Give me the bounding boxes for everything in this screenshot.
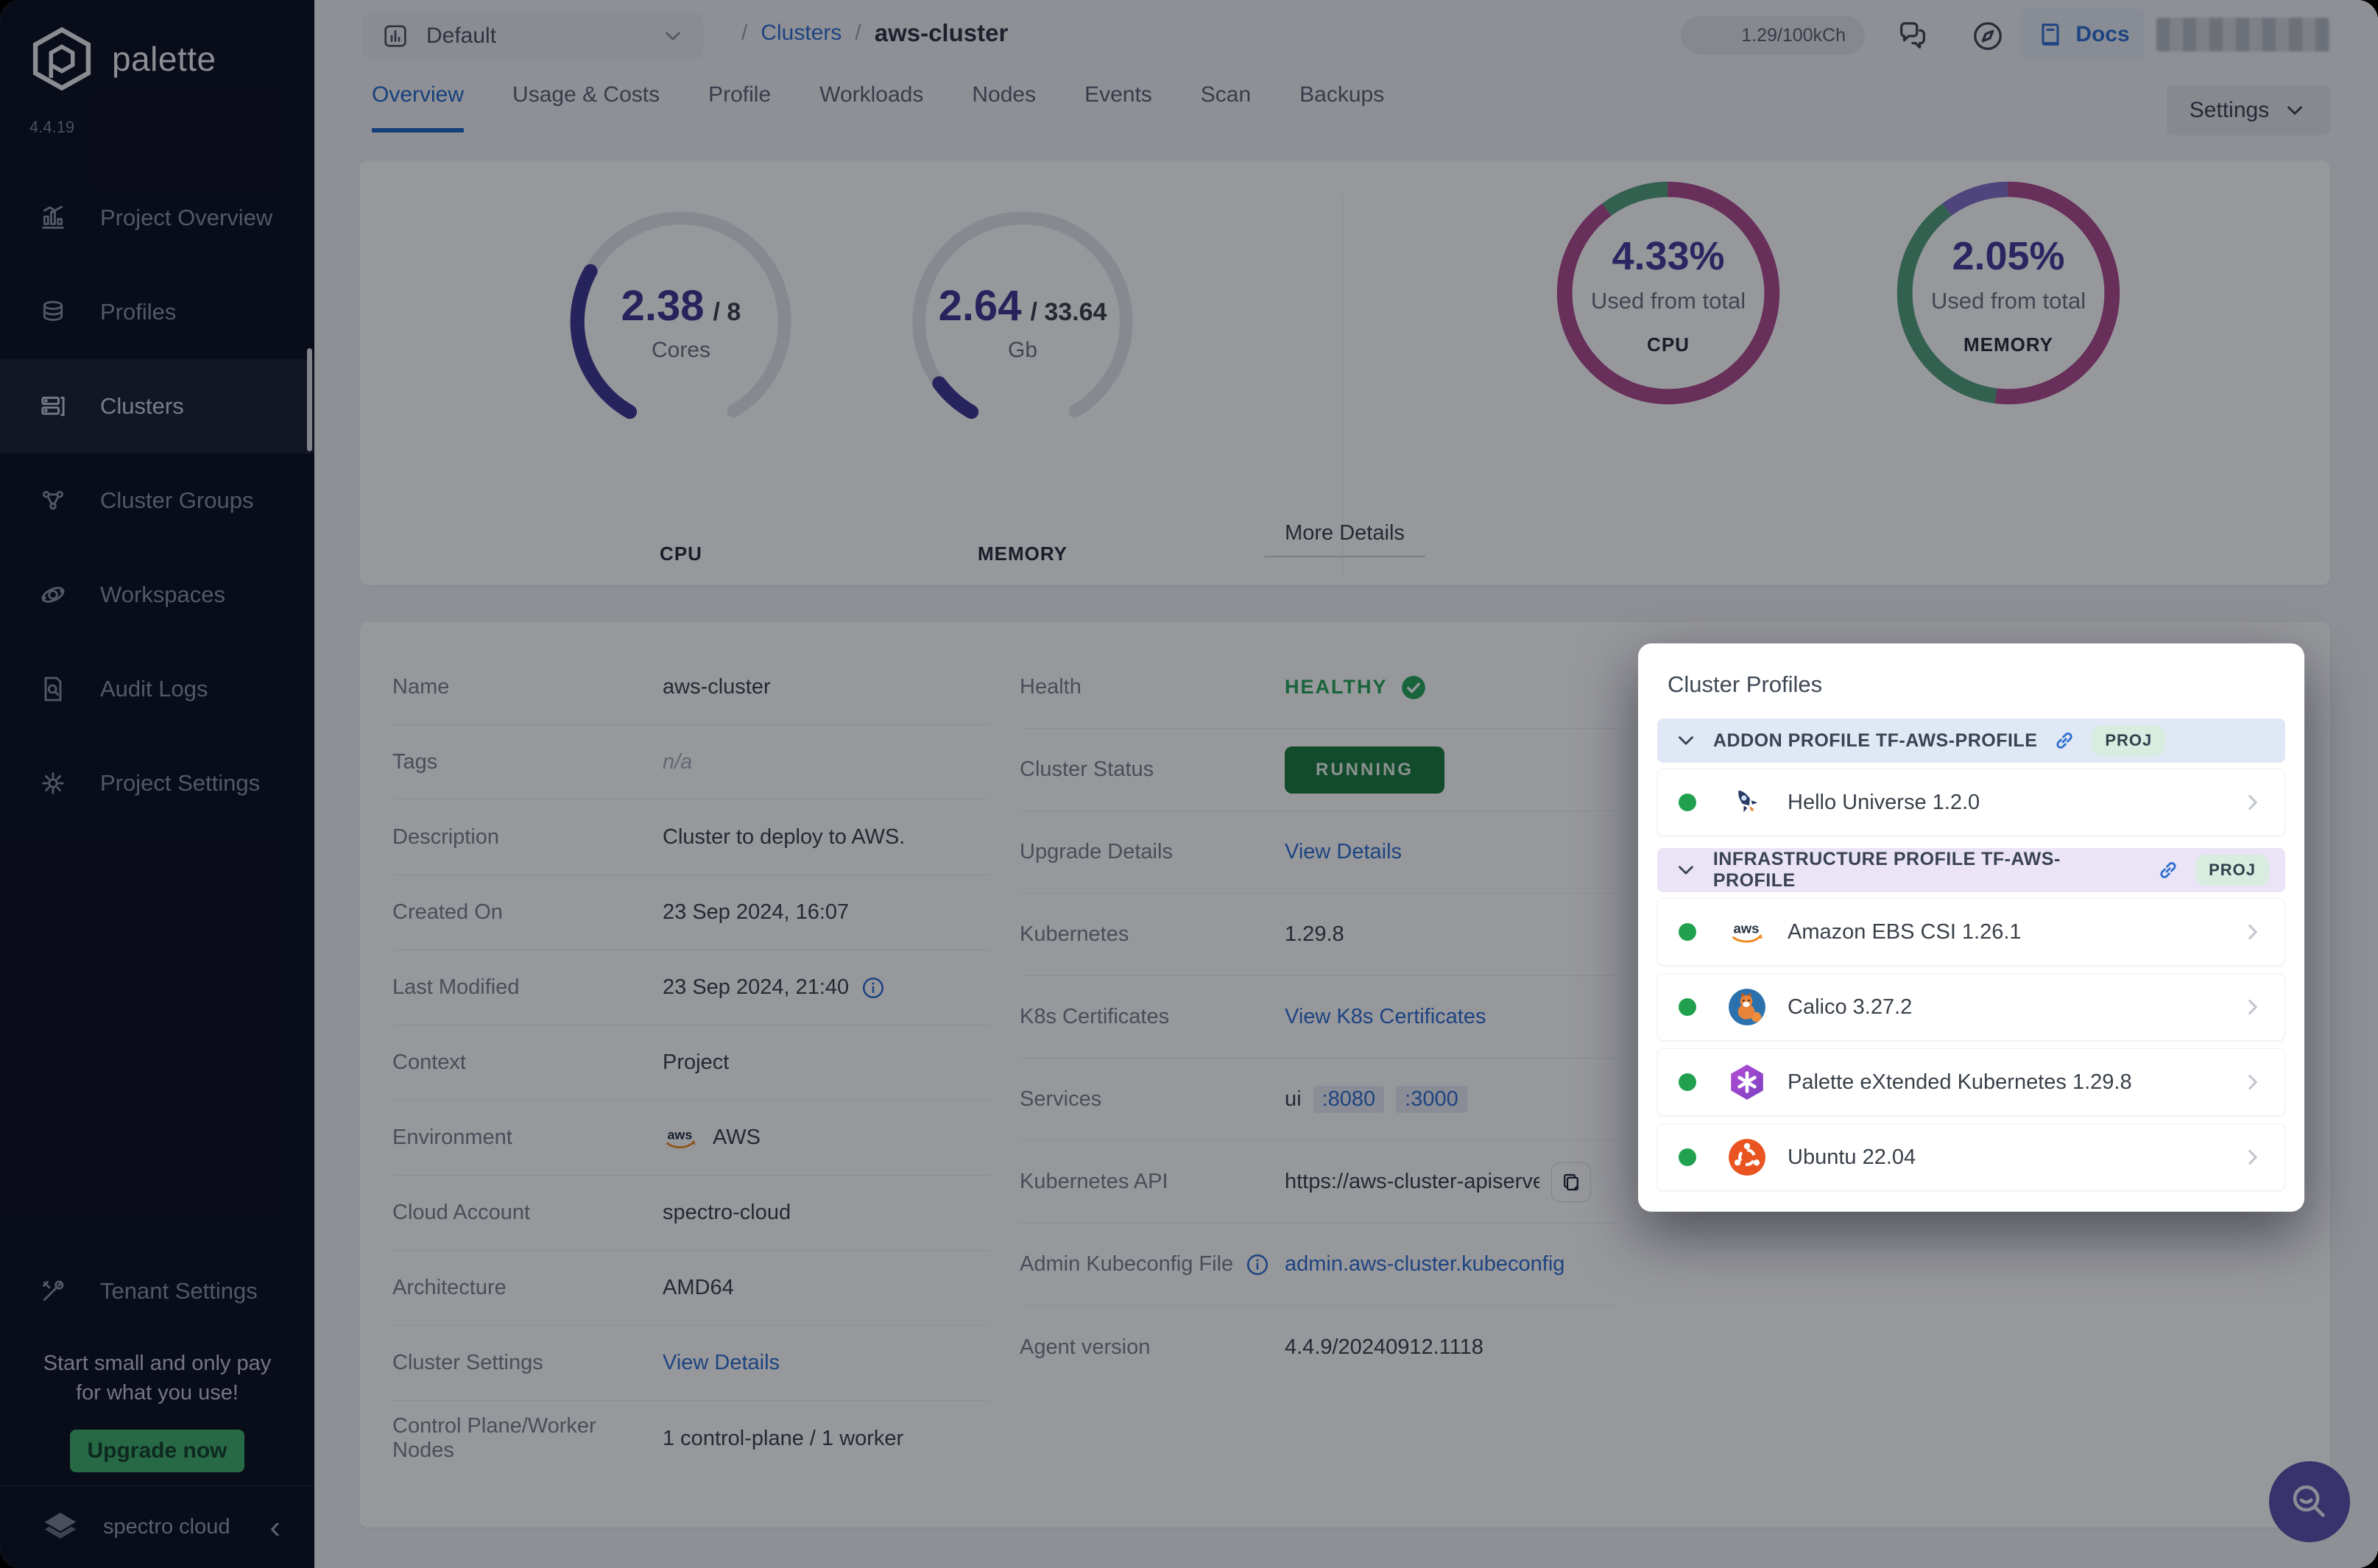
pxk-hexagon-icon [1727, 1062, 1767, 1102]
profile-item-amazon-ebs-csi[interactable]: aws Amazon EBS CSI 1.26.1 [1657, 898, 2285, 966]
status-dot-green [1679, 1148, 1696, 1166]
link-icon [2052, 728, 2077, 753]
hello-universe-rocket-icon [1727, 783, 1767, 822]
status-dot-green [1679, 923, 1696, 941]
chevron-right-icon [2240, 790, 2265, 815]
link-icon [2156, 858, 2181, 883]
chevron-right-icon [2240, 995, 2265, 1020]
profile-item-palette-extended-kubernetes[interactable]: Palette eXtended Kubernetes 1.29.8 [1657, 1048, 2285, 1116]
svg-text:aws: aws [1733, 921, 1759, 936]
status-dot-green [1679, 1073, 1696, 1091]
scope-badge: PROJ [2092, 725, 2165, 756]
app-window: palette 4.4.19 Project Overview Profiles… [0, 0, 2378, 1568]
profile-item-ubuntu[interactable]: Ubuntu 22.04 [1657, 1123, 2285, 1191]
addon-profile-section-header[interactable]: ADDON PROFILE TF-AWS-PROFILE PROJ [1657, 718, 2285, 763]
infrastructure-profile-section-header[interactable]: INFRASTRUCTURE PROFILE TF-AWS-PROFILE PR… [1657, 848, 2285, 892]
status-dot-green [1679, 794, 1696, 811]
chevron-down-icon [1673, 728, 1698, 753]
profile-item-calico[interactable]: Calico 3.27.2 [1657, 973, 2285, 1041]
chevron-right-icon [2240, 1070, 2265, 1095]
calico-logo-icon [1727, 987, 1767, 1027]
profile-item-hello-universe[interactable]: Hello Universe 1.2.0 [1657, 769, 2285, 836]
chevron-right-icon [2240, 1145, 2265, 1170]
cluster-profiles-popup: Cluster Profiles ADDON PROFILE TF-AWS-PR… [1638, 643, 2304, 1212]
chevron-down-icon [1673, 858, 1698, 883]
ubuntu-logo-icon [1727, 1137, 1767, 1177]
chevron-right-icon [2240, 919, 2265, 944]
status-dot-green [1679, 998, 1696, 1016]
scope-badge: PROJ [2195, 855, 2269, 886]
popup-title: Cluster Profiles [1668, 671, 2285, 698]
aws-logo-icon: aws [1727, 912, 1767, 952]
